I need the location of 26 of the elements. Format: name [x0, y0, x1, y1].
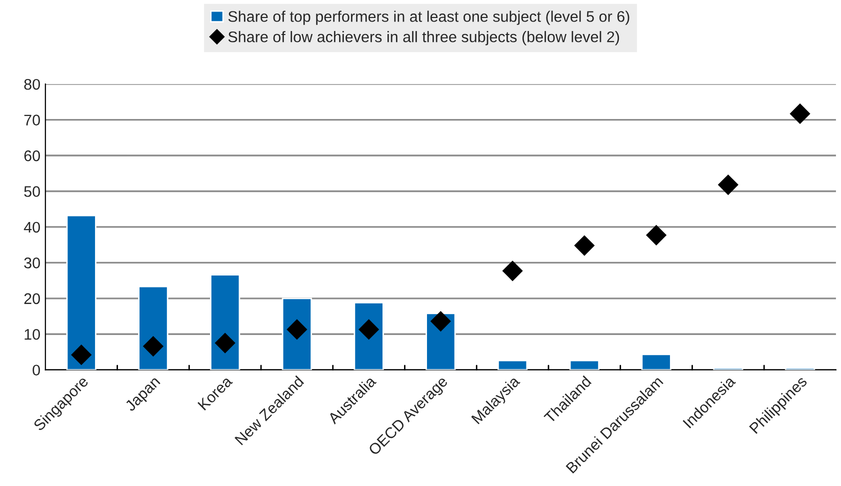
y-tick-label: 60: [24, 150, 40, 162]
point: [646, 224, 667, 246]
point: [71, 344, 92, 366]
legend-label: Share of low achievers in all three subjects (below level 2): [228, 31, 620, 46]
bar: [641, 354, 672, 370]
legend-label: Share of top performers in at least one subject (level 5 or 6): [228, 10, 630, 25]
point: [430, 310, 451, 332]
y-tick-label: 40: [24, 222, 40, 233]
bar: [497, 360, 528, 370]
y-tick-label: 80: [24, 78, 40, 90]
bar: [138, 286, 168, 370]
y-tick-label: 30: [24, 258, 40, 268]
point: [502, 260, 523, 282]
point: [790, 103, 810, 124]
y-tick-label: 0: [32, 364, 40, 376]
bar: [569, 360, 600, 370]
bar: [66, 214, 96, 370]
y-tick-label: 10: [24, 328, 40, 340]
point: [142, 336, 164, 357]
point: [574, 235, 595, 256]
y-tick-label: 20: [24, 293, 40, 304]
y-tick-label: 50: [24, 186, 40, 197]
y-tick-label: 70: [24, 114, 40, 126]
point: [214, 332, 236, 354]
bar: [210, 274, 240, 370]
point: [718, 174, 738, 196]
